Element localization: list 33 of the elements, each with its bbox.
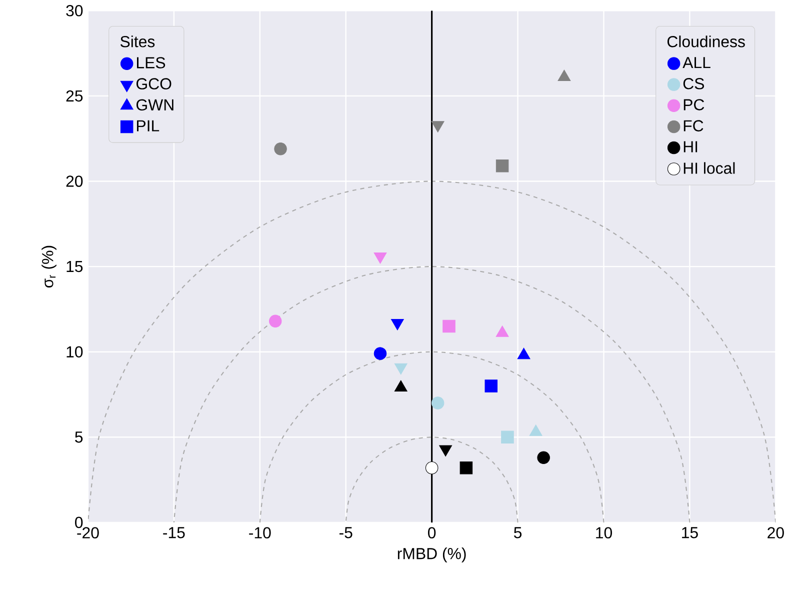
legend-label: HI xyxy=(684,141,698,152)
legend-label: ALL xyxy=(682,57,710,68)
y-tick-label: 15 xyxy=(66,260,83,272)
text: Cloudiness xyxy=(667,36,745,48)
x-tick-label: 20 xyxy=(768,527,784,538)
line-series xyxy=(173,266,690,522)
x-tick-label: 15 xyxy=(682,527,698,538)
legend-label: GCO xyxy=(136,78,172,90)
line-series xyxy=(88,180,776,522)
x-tick-label: 10 xyxy=(596,527,612,538)
x-tick-label: -15 xyxy=(163,527,185,538)
legend-label: LES xyxy=(137,57,166,68)
x-axis-title: rMBD (%) xyxy=(398,548,466,562)
y-tick-label: 10 xyxy=(66,346,83,358)
y-tick-label: 5 xyxy=(75,432,83,443)
legend-label: PIL xyxy=(137,120,160,132)
legend-label: PC xyxy=(684,99,704,110)
x-tick-label: -10 xyxy=(249,527,271,538)
y-tick-label: 0 xyxy=(75,516,83,528)
legend-label: FC xyxy=(684,120,704,132)
y-axis-title: σ$_{r}$ (%) xyxy=(42,246,56,288)
y-tick-label: 30 xyxy=(66,4,83,16)
legend-label: HI local xyxy=(684,162,735,174)
x-tick-label: 0 xyxy=(428,527,436,538)
legend-label: GWN xyxy=(136,99,174,110)
legend-label: CS xyxy=(683,78,704,90)
x-tick-label: 5 xyxy=(514,527,522,538)
text: Sites xyxy=(120,36,155,48)
x-tick-label: -5 xyxy=(339,527,352,538)
line-series xyxy=(345,436,518,522)
x-tick-label: -20 xyxy=(77,527,99,538)
y-tick-label: 20 xyxy=(66,176,83,187)
y-tick-label: 25 xyxy=(66,90,83,102)
